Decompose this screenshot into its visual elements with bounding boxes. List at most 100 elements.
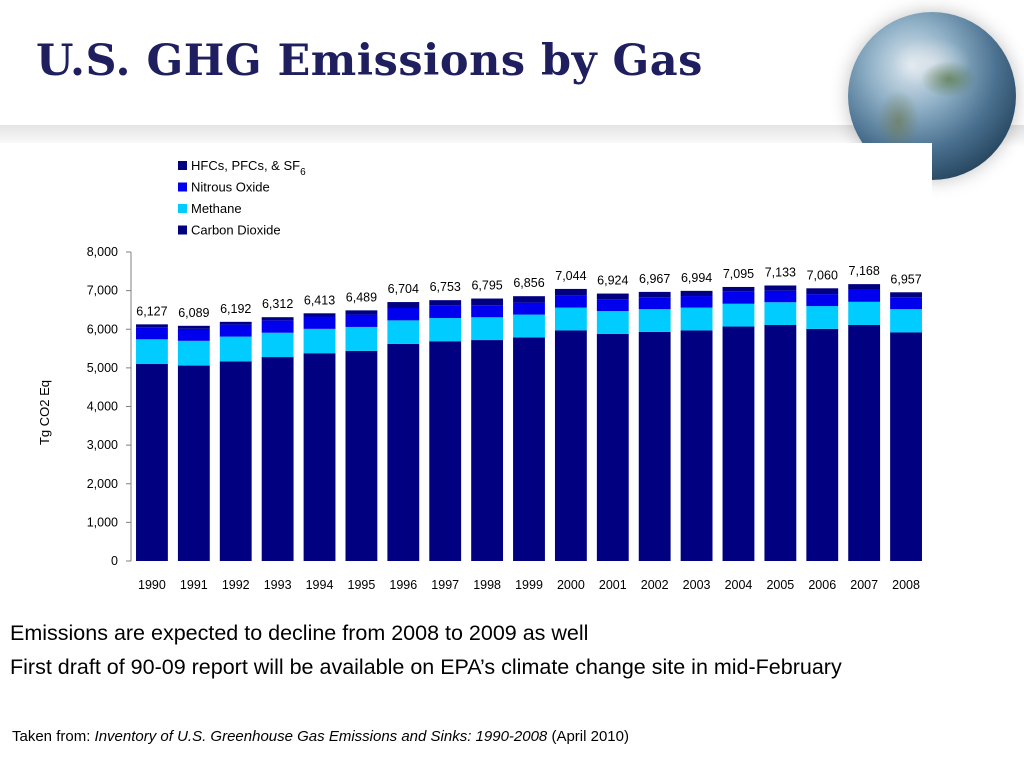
bar-segment — [177, 365, 210, 561]
bar-segment — [680, 330, 713, 561]
bar-segment — [554, 295, 587, 308]
bar-segment — [513, 302, 545, 315]
bar-segment — [638, 331, 671, 561]
bar-segment — [177, 325, 210, 329]
bar-segment — [136, 364, 168, 561]
bar-total-label: 7,060 — [807, 268, 838, 282]
source-prefix: Taken from: — [12, 728, 95, 745]
bar-segment — [513, 314, 545, 338]
header-band — [0, 125, 1024, 147]
bar-segment — [387, 308, 420, 321]
x-tick-label: 2003 — [683, 578, 711, 590]
chart-area: 0 1,000 2,000 3,000 4,000 5,000 6,000 7,000 8,00… — [0, 143, 932, 590]
bullet-decline-note: Emissions are expected to decline from 2… — [10, 621, 589, 645]
bar-segment — [177, 340, 210, 366]
bar-segment — [261, 357, 294, 561]
bar-segment — [806, 288, 839, 295]
legend-label: HFCs, PFCs, & SF6 — [191, 158, 306, 178]
bar-segment — [303, 316, 336, 329]
bar-segment — [387, 302, 420, 309]
y-tick-label: 6,000 — [87, 322, 118, 336]
bar-segment — [554, 288, 587, 296]
bar-total-label: 6,704 — [388, 282, 419, 296]
bar-segment — [429, 318, 462, 342]
bar-total-label: 6,127 — [136, 304, 167, 318]
bar-segment — [722, 326, 755, 561]
bar-segment — [219, 324, 252, 337]
legend-subscript: 6 — [300, 167, 306, 178]
bar-total-label: 7,133 — [765, 265, 796, 279]
bar-total-label: 6,413 — [304, 293, 335, 307]
legend-swatch — [178, 161, 187, 170]
bar-segment — [638, 291, 671, 298]
x-tick-label: 1996 — [389, 578, 417, 590]
bar-total-label: 6,957 — [890, 272, 921, 286]
x-tick-label: 1999 — [515, 578, 543, 590]
source-citation: Taken from: Inventory of U.S. Greenhouse… — [12, 728, 629, 745]
bar-total-label: 6,753 — [430, 280, 461, 294]
bar-segment — [429, 341, 462, 561]
bar-segment — [136, 327, 168, 340]
bar-segment — [722, 286, 755, 292]
legend-swatch — [178, 225, 187, 235]
legend-swatch — [178, 182, 187, 192]
bar-segment — [848, 284, 881, 290]
bar-segment — [596, 311, 629, 334]
x-tick-label: 1991 — [180, 578, 208, 590]
bar-total-label: 7,168 — [849, 264, 880, 278]
bar-segment — [177, 328, 210, 341]
bar-segment — [764, 302, 797, 326]
bar-segment — [680, 290, 713, 297]
bar-total-label: 6,489 — [346, 290, 377, 304]
emissions-chart: 0 1,000 2,000 3,000 4,000 5,000 6,000 7,000 8,00… — [37, 158, 922, 590]
bar-total-label: 6,192 — [220, 302, 251, 316]
bar-total-label: 6,312 — [262, 297, 293, 311]
x-tick-label: 1992 — [222, 578, 250, 590]
y-tick-label: 3,000 — [87, 438, 118, 452]
bar-segment — [387, 343, 420, 561]
bar-total-label: 6,795 — [471, 279, 502, 293]
bar-segment — [890, 297, 922, 310]
bar-segment — [848, 325, 881, 561]
bar-segment — [890, 292, 922, 298]
x-tick-label: 2008 — [892, 578, 920, 590]
bar-segment — [219, 336, 252, 362]
y-tick-label: 1,000 — [87, 515, 118, 529]
x-tick-label: 1995 — [348, 578, 376, 590]
bar-total-label: 6,967 — [639, 272, 670, 286]
x-tick-label: 1997 — [431, 578, 459, 590]
bar-segment — [219, 361, 252, 561]
bullet-report-note: First draft of 90-09 report will be avai… — [10, 655, 842, 679]
bar-segment — [471, 340, 504, 561]
legend-swatch — [178, 204, 187, 213]
bar-segment — [136, 324, 168, 328]
source-suffix: (April 2010) — [547, 728, 629, 745]
y-tick-label: 5,000 — [87, 361, 118, 375]
bar-segment — [471, 305, 504, 318]
x-tick-label: 2002 — [641, 578, 669, 590]
bar-total-label: 6,924 — [597, 274, 628, 288]
bar-segment — [513, 296, 545, 303]
x-tick-label: 1993 — [264, 578, 292, 590]
bar-segment — [554, 307, 587, 331]
bar-total-label: 6,856 — [513, 276, 544, 290]
bar-segment — [848, 301, 881, 326]
bar-segment — [848, 289, 881, 302]
bar-segment — [596, 293, 629, 300]
bar-segment — [596, 333, 629, 561]
bar-segment — [471, 298, 504, 306]
y-tick-label: 2,000 — [87, 477, 118, 491]
bar-segment — [764, 285, 797, 291]
bar-segment — [303, 313, 336, 317]
x-tick-label: 2004 — [725, 578, 753, 590]
bar-segment — [722, 303, 755, 327]
bar-segment — [303, 353, 336, 561]
bar-segment — [345, 350, 378, 561]
bar-segment — [806, 294, 839, 307]
y-tick-label: 4,000 — [87, 400, 118, 414]
x-tick-label: 1998 — [473, 578, 501, 590]
bar-segment — [890, 332, 922, 561]
x-tick-label: 1990 — [138, 578, 166, 590]
y-tick-label: 0 — [111, 554, 118, 568]
bar-segment — [806, 328, 839, 561]
